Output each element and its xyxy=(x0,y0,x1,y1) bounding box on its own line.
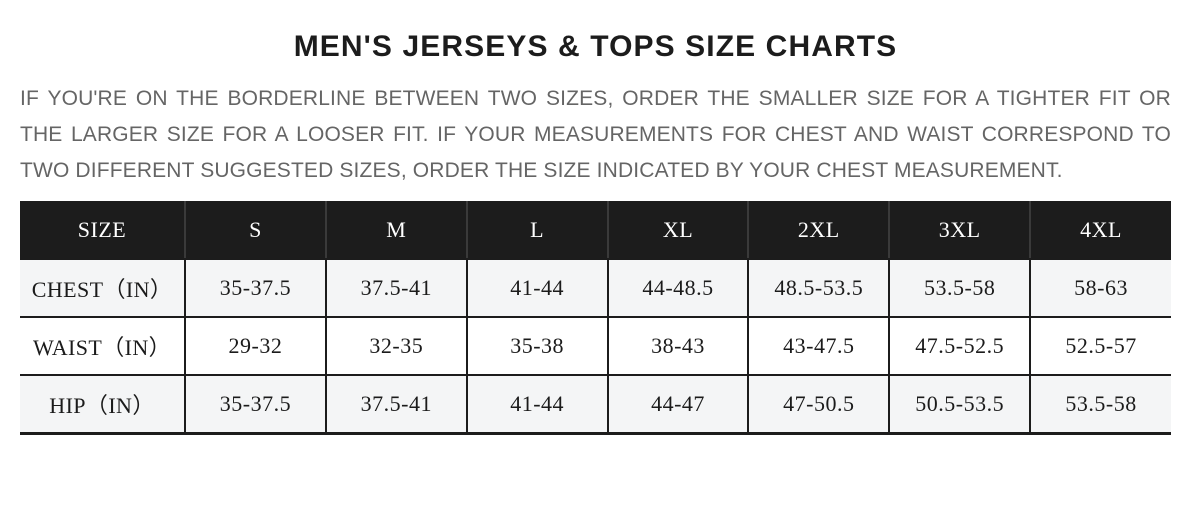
cell-chest-m: 37.5-41 xyxy=(325,259,468,319)
cell-waist-3xl: 47.5-52.5 xyxy=(889,317,1032,377)
cell-chest-l: 41-44 xyxy=(466,259,609,319)
column-header-l: L xyxy=(466,201,609,261)
cell-hip-s: 35-37.5 xyxy=(185,375,327,435)
row-label-chest: CHEST（IN） xyxy=(20,259,187,319)
column-header-4xl: 4XL xyxy=(1030,201,1171,261)
cell-hip-3xl: 50.5-53.5 xyxy=(889,375,1032,435)
cell-chest-3xl: 53.5-58 xyxy=(889,259,1032,319)
cell-chest-2xl: 48.5-53.5 xyxy=(748,259,891,319)
row-label-hip: HIP（IN） xyxy=(20,375,187,435)
page-title: MEN'S JERSEYS & TOPS SIZE CHARTS xyxy=(293,30,898,63)
size-chart-table: SIZE S M L XL 2XL 3XL 4XL CHEST（IN） 35-3… xyxy=(20,201,1171,435)
table-header-row: SIZE S M L XL 2XL 3XL 4XL xyxy=(20,201,1171,261)
cell-chest-xl: 44-48.5 xyxy=(607,259,750,319)
cell-hip-4xl: 53.5-58 xyxy=(1030,375,1171,435)
table-row-chest: CHEST（IN） 35-37.5 37.5-41 41-44 44-48.5 … xyxy=(20,259,1171,319)
cell-hip-m: 37.5-41 xyxy=(325,375,468,435)
table-row-hip: HIP（IN） 35-37.5 37.5-41 41-44 44-47 47-5… xyxy=(20,375,1171,435)
cell-hip-xl: 44-47 xyxy=(607,375,750,435)
column-header-s: S xyxy=(185,201,327,261)
row-label-waist: WAIST（IN） xyxy=(20,317,187,377)
size-table-container: SIZE S M L XL 2XL 3XL 4XL CHEST（IN） 35-3… xyxy=(0,189,1191,435)
cell-waist-l: 35-38 xyxy=(466,317,609,377)
column-header-xl: XL xyxy=(607,201,750,261)
table-row-waist: WAIST（IN） 29-32 32-35 35-38 38-43 43-47.… xyxy=(20,317,1171,377)
column-header-m: M xyxy=(325,201,468,261)
cell-chest-4xl: 58-63 xyxy=(1030,259,1171,319)
column-header-3xl: 3XL xyxy=(889,201,1032,261)
cell-waist-4xl: 52.5-57 xyxy=(1030,317,1171,377)
cell-waist-xl: 38-43 xyxy=(607,317,750,377)
cell-waist-m: 32-35 xyxy=(325,317,468,377)
cell-hip-l: 41-44 xyxy=(466,375,609,435)
sizing-instructions: IF YOU'RE ON THE BORDERLINE BETWEEN TWO … xyxy=(20,86,1171,183)
cell-waist-2xl: 43-47.5 xyxy=(748,317,891,377)
column-header-size: SIZE xyxy=(20,201,187,261)
cell-waist-s: 29-32 xyxy=(185,317,327,377)
cell-chest-s: 35-37.5 xyxy=(185,259,327,319)
cell-hip-2xl: 47-50.5 xyxy=(748,375,891,435)
column-header-2xl: 2XL xyxy=(748,201,891,261)
